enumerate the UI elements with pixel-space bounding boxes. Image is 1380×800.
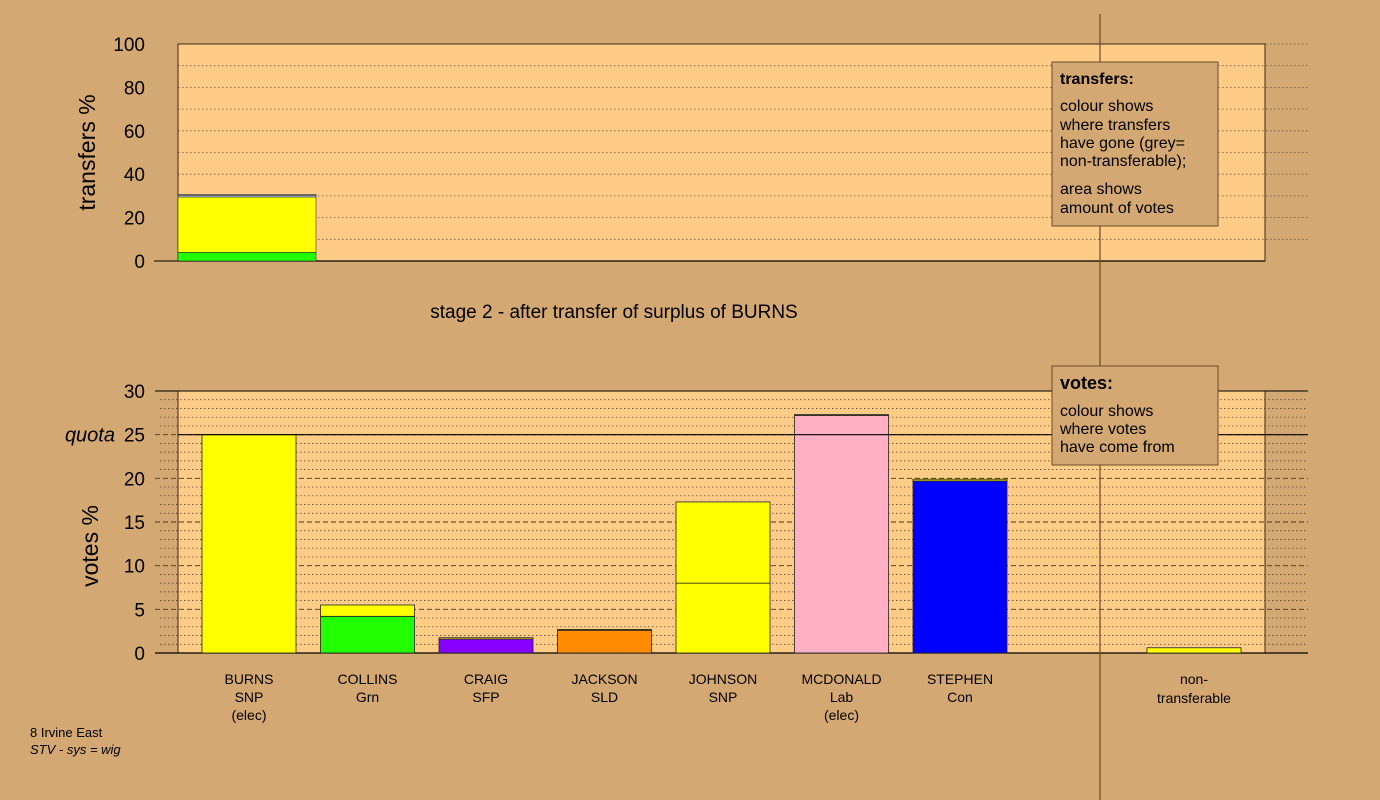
transfer-bar-segment <box>177 252 317 262</box>
votes-chart: 0 5 10 15 20 25 30 votes % BURNS SNP (elec) COLLINS… <box>65 382 1308 723</box>
vote-bar-segment <box>675 501 771 584</box>
vote-bar-segment <box>320 604 415 617</box>
vote-bar-segment <box>675 582 771 654</box>
transfers-tick-label: 0 <box>134 252 145 273</box>
transfers-legend-line: where transfers <box>1059 117 1170 134</box>
votes-legend-line: where votes <box>1059 421 1146 438</box>
transfers-tick-label: 20 <box>124 209 145 230</box>
nontransferable-bar <box>1146 647 1242 654</box>
vote-bar-segment <box>438 638 534 654</box>
candidate-name-label: JACKSON <box>571 671 637 687</box>
candidate-status-label: (elec) <box>231 707 266 723</box>
transfers-tick-label: 40 <box>124 165 145 186</box>
transfers-tick-label: 60 <box>124 122 145 143</box>
vote-bar-segment <box>794 414 889 416</box>
transfers-legend-line: have gone (grey= <box>1060 135 1185 152</box>
candidate-party-label: SLD <box>591 689 618 705</box>
candidate-name-label: CRAIG <box>464 671 508 687</box>
nontransferable-label: non- <box>1180 671 1208 687</box>
candidate-name-label: BURNS <box>224 671 273 687</box>
transfers-legend-line: amount of votes <box>1060 200 1174 217</box>
transfers-legend-line: non-transferable); <box>1060 153 1186 170</box>
candidate-name-label: COLLINS <box>338 671 398 687</box>
candidate-status-label: (elec) <box>824 707 859 723</box>
votes-y-label: votes % <box>77 505 103 587</box>
candidate-party-label: SNP <box>709 689 738 705</box>
transfers-legend-line: area shows <box>1060 181 1142 198</box>
votes-tick-label: 15 <box>124 513 145 534</box>
candidate-party-label: SFP <box>472 689 499 705</box>
votes-tick-label: 30 <box>124 382 145 403</box>
transfers-y-label: transfers % <box>74 94 100 210</box>
transfers-tick-label: 100 <box>113 35 145 56</box>
vote-bar-segment <box>557 629 652 631</box>
votes-tick-label: 0 <box>134 644 145 665</box>
candidate-party-label: Grn <box>356 689 379 705</box>
votes-legend-title: votes: <box>1060 373 1113 393</box>
vote-bar-segment <box>912 478 1008 482</box>
votes-tick-label: 10 <box>124 557 145 578</box>
candidate-name-label: MCDONALD <box>801 671 881 687</box>
vote-bar-segment <box>320 615 415 654</box>
transfer-bar-segment <box>177 196 317 253</box>
transfers-legend: transfers: colour shows where transfers … <box>1051 61 1219 227</box>
vote-bar-segment <box>201 434 297 654</box>
footer-area-name: 8 Irvine East <box>30 725 103 740</box>
vote-bar-segment <box>557 629 652 654</box>
candidate-party-label: Lab <box>830 689 854 705</box>
quota-label: quota <box>65 425 115 447</box>
vote-bar-segment <box>912 480 1008 654</box>
candidate-name-label: STEPHEN <box>927 671 993 687</box>
votes-legend-line: have come from <box>1060 439 1175 456</box>
votes-tick-label: 5 <box>134 600 145 621</box>
candidate-party-label: SNP <box>235 689 264 705</box>
candidate-party-label: Con <box>947 689 973 705</box>
footer-system: STV - sys = wig <box>30 742 121 757</box>
transfers-tick-label: 80 <box>124 78 145 99</box>
votes-tick-label: 20 <box>124 469 145 490</box>
vote-bar-segment <box>794 415 889 654</box>
votes-legend-line: colour shows <box>1060 403 1153 420</box>
votes-tick-label: 25 <box>124 426 145 447</box>
candidate-name-label: JOHNSON <box>689 671 757 687</box>
nontransferable-label: transferable <box>1157 690 1231 706</box>
votes-legend: votes: colour shows where votes have com… <box>1051 365 1219 466</box>
transfers-legend-line: colour shows <box>1060 98 1153 115</box>
stage-title: stage 2 - after transfer of surplus of B… <box>430 302 798 323</box>
transfers-legend-title: transfers: <box>1060 71 1134 88</box>
transfer-bar-segment <box>177 194 317 196</box>
vote-bar-segment <box>438 637 534 640</box>
